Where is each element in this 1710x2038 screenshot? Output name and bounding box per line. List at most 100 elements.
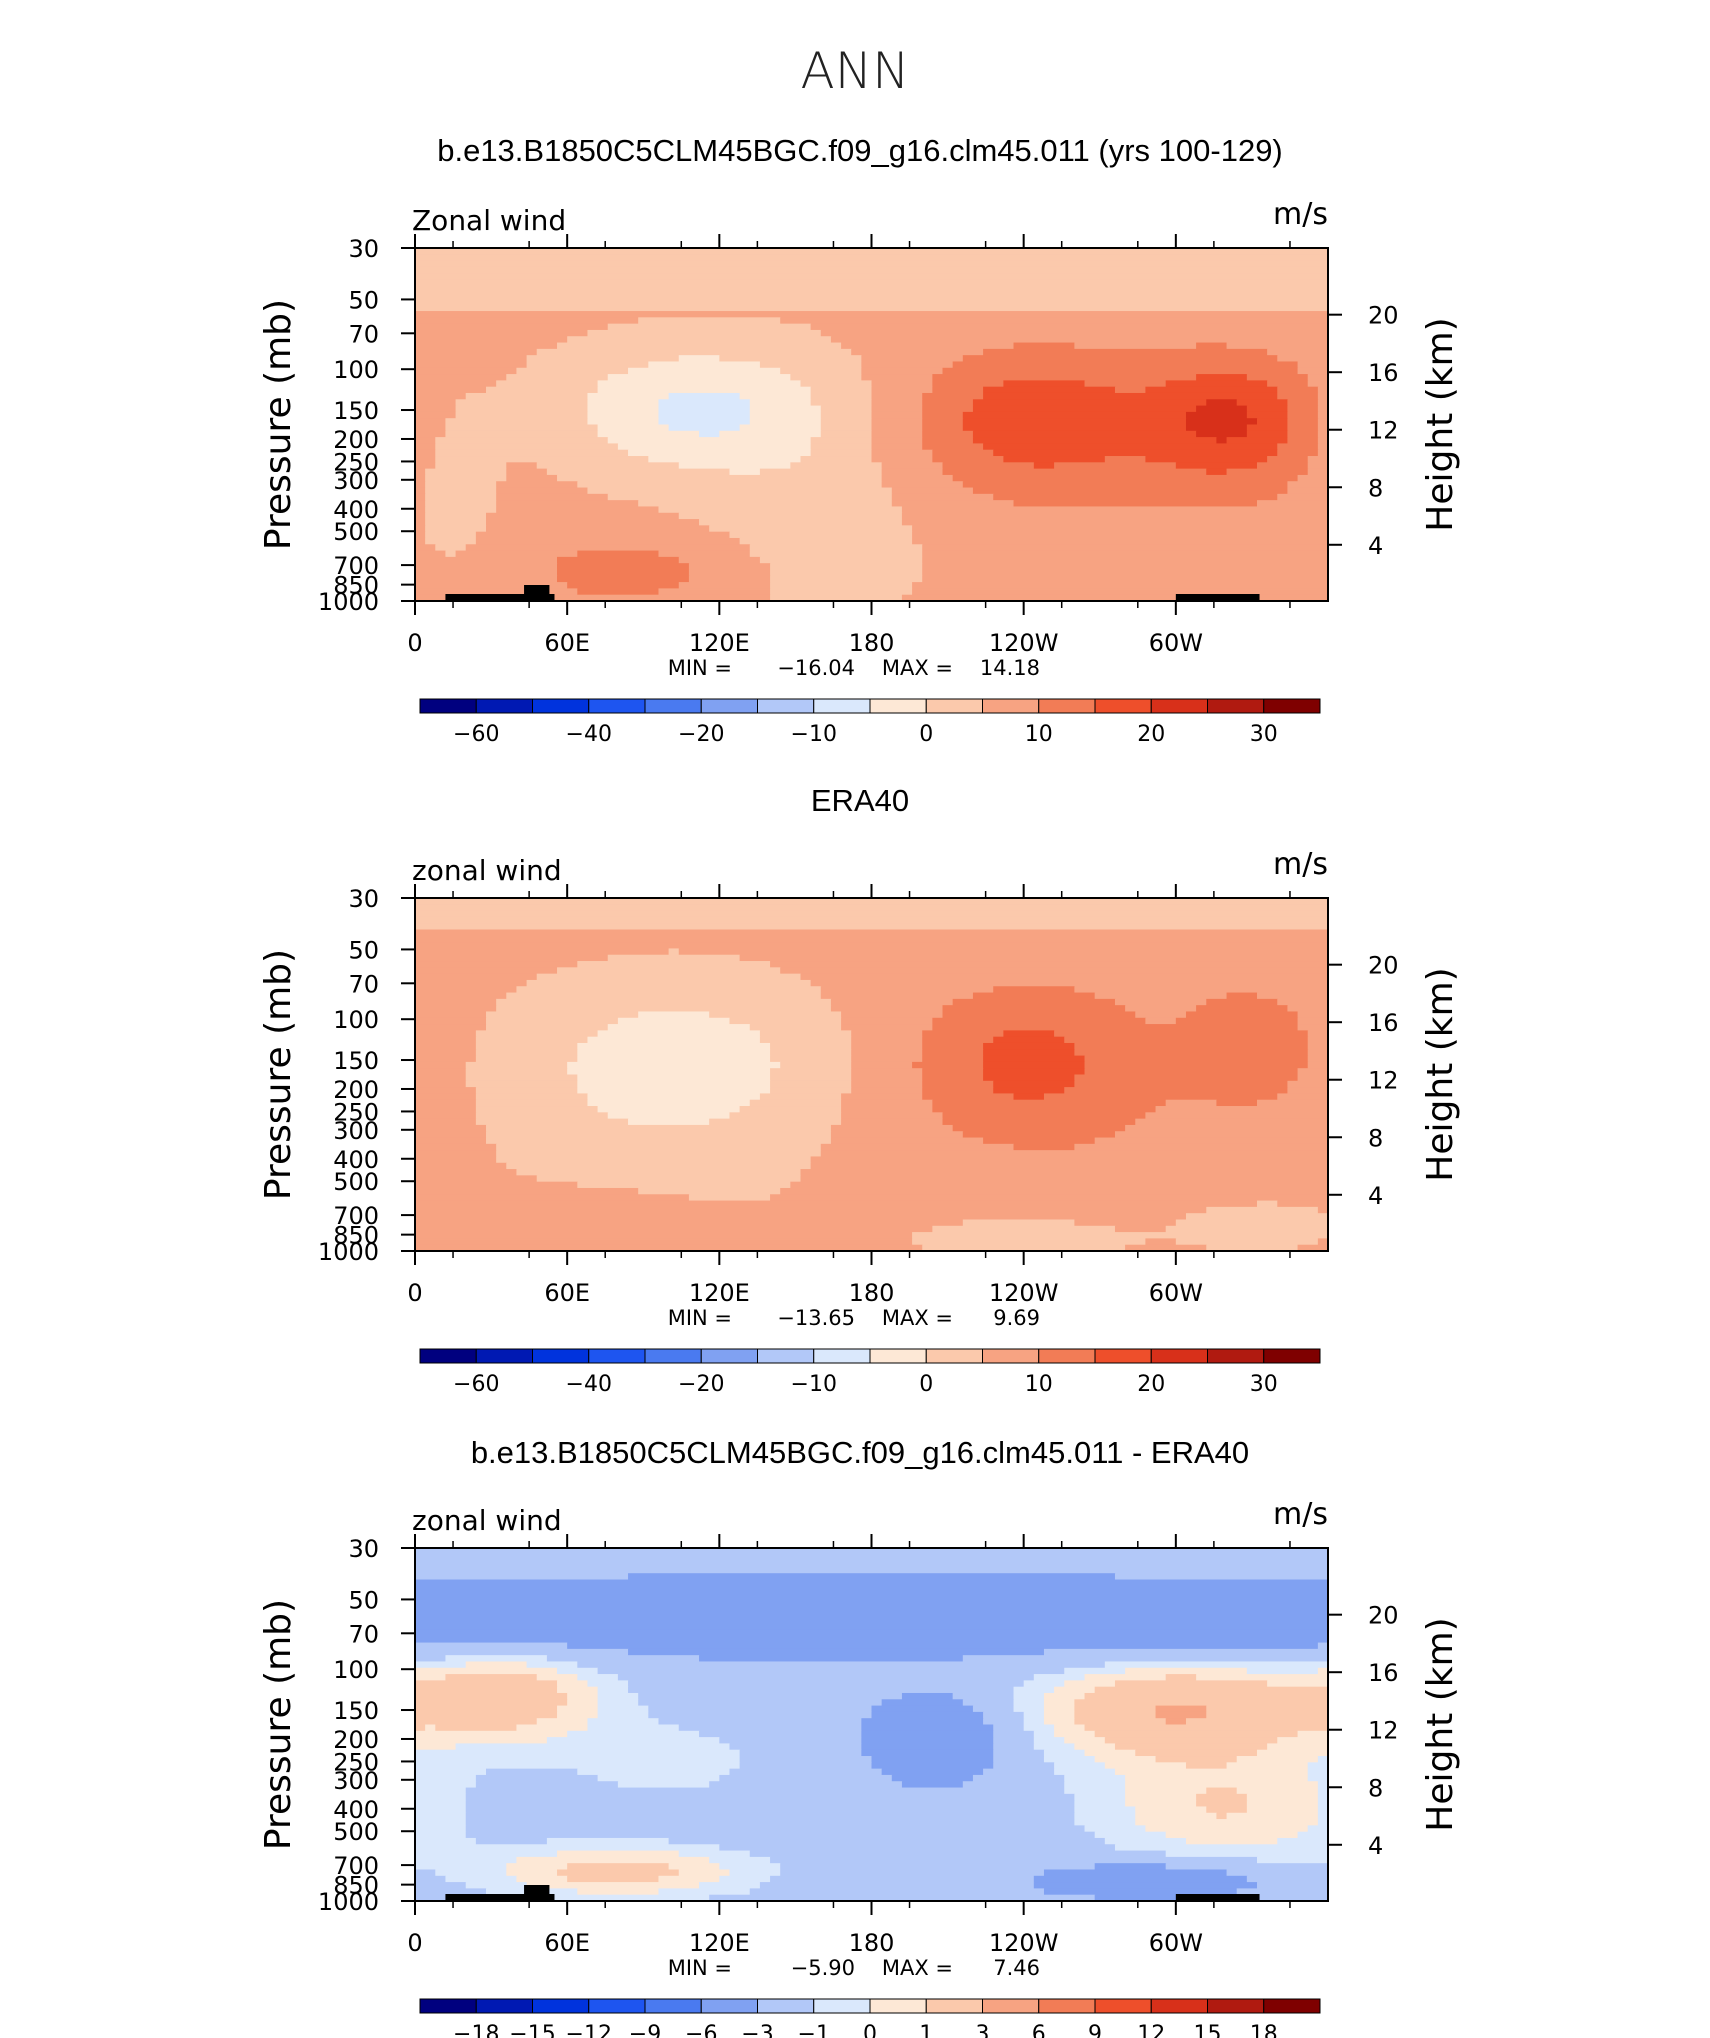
contour-cell xyxy=(526,1882,700,1889)
contour-cell xyxy=(587,1099,751,1107)
contour-cell xyxy=(770,594,903,602)
contour-cell xyxy=(1074,1699,1329,1707)
colorbar-tick-label: −6 xyxy=(685,2022,717,2038)
contour-cell xyxy=(1185,1762,1228,1770)
contour-cell xyxy=(1155,1711,1207,1719)
contour-cell xyxy=(597,380,802,388)
contour-cell xyxy=(1125,1124,1329,1132)
contour-cell xyxy=(597,1699,639,1707)
contour-cell xyxy=(465,1793,1075,1801)
contour-cell xyxy=(962,355,1278,363)
contour-cell xyxy=(1165,380,1268,388)
contour-cell xyxy=(1317,1238,1329,1246)
contour-cell xyxy=(1135,1806,1207,1814)
contour-cell xyxy=(415,380,497,388)
contour-cell xyxy=(922,1087,994,1095)
contour-cell xyxy=(759,1093,842,1101)
contour-cell xyxy=(861,1724,994,1732)
contour-cell xyxy=(648,1711,873,1719)
contour-cell xyxy=(983,1768,1055,1776)
contour-cell xyxy=(1297,474,1329,482)
contour-cell xyxy=(1114,1131,1329,1139)
contour-cell xyxy=(415,481,426,489)
contour-cell xyxy=(1287,487,1329,495)
contour-cell xyxy=(1317,1206,1329,1214)
contour-cell xyxy=(445,1875,518,1883)
contour-cell xyxy=(415,1749,741,1757)
contour-cell xyxy=(871,399,923,407)
contour-cell xyxy=(1256,1200,1278,1208)
contour-cell xyxy=(1196,1894,1329,1902)
contour-cell xyxy=(567,1068,771,1076)
contour-cell xyxy=(658,1718,862,1726)
contour-cell xyxy=(415,1093,477,1101)
contour-cell xyxy=(425,1724,436,1732)
contour-cell xyxy=(1307,1825,1329,1833)
contour-cell xyxy=(922,418,964,426)
colorbar-tick-label: −1 xyxy=(798,2022,830,2038)
contour-cell xyxy=(1145,1825,1309,1833)
contour-cell xyxy=(1165,1831,1299,1839)
contour-cell xyxy=(841,342,1015,350)
contour-cell xyxy=(415,418,447,426)
contour-cell xyxy=(415,916,1329,924)
contour-cell xyxy=(739,424,822,432)
contour-cell xyxy=(415,506,426,514)
contour-cell xyxy=(770,1875,1035,1883)
contour-cell xyxy=(942,1011,1136,1019)
contour-cell xyxy=(1135,1011,1187,1019)
contour-cell xyxy=(496,1143,822,1151)
contour-cell xyxy=(415,512,426,520)
contour-cell xyxy=(415,361,528,369)
contour-cell xyxy=(962,1219,1075,1227)
contour-cell xyxy=(780,1863,1096,1871)
contour-cell xyxy=(1216,1099,1258,1107)
x-tick-label: 60E xyxy=(544,1929,590,1957)
contour-cell xyxy=(658,550,751,558)
contour-cell xyxy=(496,1156,812,1164)
contour-cell xyxy=(1064,1787,1126,1795)
contour-cell xyxy=(1114,1225,1167,1233)
contour-cell xyxy=(1023,1718,1045,1726)
contour-cell xyxy=(668,392,741,400)
colorbar-tick-label: −40 xyxy=(566,1372,612,1397)
contour-cell xyxy=(435,456,649,463)
contour-cell xyxy=(415,531,426,539)
contour-cell xyxy=(820,986,994,994)
contour-cell xyxy=(465,1825,1086,1833)
contour-cell xyxy=(415,1680,558,1688)
contour-cell xyxy=(607,437,812,445)
contour-cell xyxy=(841,1099,933,1107)
y-tick-label: 70 xyxy=(348,320,379,348)
contour-cell xyxy=(1185,1718,1329,1726)
contour-cell xyxy=(1043,1749,1086,1757)
contour-cell xyxy=(759,361,862,369)
contour-cell xyxy=(587,1093,761,1101)
colorbar-swatch xyxy=(982,1998,1040,2014)
contour-cell xyxy=(1074,342,1197,350)
contour-cell xyxy=(415,260,1329,268)
contour-cell xyxy=(790,374,862,381)
contour-cell xyxy=(1246,411,1289,419)
min-label: MIN = xyxy=(668,1306,732,1330)
y-tick-label: 100 xyxy=(333,1006,379,1034)
contour-cell xyxy=(1013,1686,1055,1694)
contour-cell xyxy=(1104,1762,1187,1770)
contour-cell xyxy=(1013,500,1258,508)
contour-cell xyxy=(841,1093,923,1101)
contour-cell xyxy=(881,468,944,476)
contour-cell xyxy=(486,512,680,520)
contour-cell xyxy=(1094,1756,1157,1763)
contour-cell xyxy=(1287,418,1319,426)
topography-block xyxy=(524,585,550,601)
contour-cell xyxy=(607,954,741,962)
contour-cell xyxy=(415,292,1329,300)
contour-cell xyxy=(1236,1756,1319,1763)
contour-cell xyxy=(1033,1730,1055,1738)
contour-cell xyxy=(415,537,426,545)
contour-cell xyxy=(415,1592,1329,1600)
contour-cell xyxy=(922,430,974,438)
contour-cell xyxy=(577,1674,619,1681)
colorbar-swatch xyxy=(419,1998,477,2014)
contour-cell xyxy=(455,405,589,413)
